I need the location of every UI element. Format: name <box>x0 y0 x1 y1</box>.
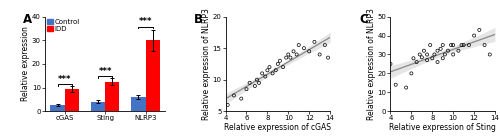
Point <box>408 72 416 75</box>
Point <box>454 50 462 52</box>
Point <box>486 53 494 56</box>
Point <box>449 44 457 46</box>
Text: C: C <box>359 13 368 26</box>
Text: ***: *** <box>98 67 112 76</box>
Text: ***: *** <box>139 17 152 26</box>
Point <box>465 44 473 46</box>
Text: ***: *** <box>58 75 71 84</box>
Text: A: A <box>24 13 32 26</box>
Point <box>224 104 232 106</box>
Point <box>430 53 438 56</box>
Point <box>480 44 488 46</box>
Point <box>436 48 444 50</box>
Point <box>286 57 294 59</box>
X-axis label: Relative expression of Sting: Relative expression of Sting <box>390 123 496 132</box>
Point <box>426 44 434 46</box>
Point <box>324 57 332 59</box>
Point <box>279 66 287 68</box>
Bar <box>146 40 160 111</box>
Point <box>305 50 313 52</box>
Point <box>438 44 446 46</box>
Point <box>402 86 410 89</box>
Point <box>386 63 394 65</box>
Point <box>410 57 418 59</box>
Point <box>276 60 284 62</box>
Point <box>392 84 400 86</box>
Y-axis label: Relative expression of NLRP3: Relative expression of NLRP3 <box>202 8 211 120</box>
Point <box>316 53 324 56</box>
Point <box>262 75 270 78</box>
Point <box>230 94 238 97</box>
Point <box>284 53 292 56</box>
Point <box>246 82 254 84</box>
Text: B: B <box>194 13 203 26</box>
Point <box>294 44 302 46</box>
Point <box>266 66 274 68</box>
Point <box>416 53 424 56</box>
Point <box>264 69 272 71</box>
Y-axis label: Relative expression: Relative expression <box>22 27 30 101</box>
Point <box>412 61 420 63</box>
Bar <box>105 82 120 111</box>
Point <box>255 82 263 84</box>
Bar <box>132 97 145 111</box>
Point <box>476 29 484 31</box>
Point <box>470 34 478 37</box>
Point <box>274 63 282 65</box>
Point <box>449 53 457 56</box>
X-axis label: Relative expression of cGAS: Relative expression of cGAS <box>224 123 332 132</box>
Point <box>268 72 276 75</box>
Bar <box>91 102 105 111</box>
Point <box>258 72 266 75</box>
Point <box>290 50 298 52</box>
Point <box>310 41 318 43</box>
Bar <box>50 105 64 111</box>
Point <box>434 61 442 63</box>
Point <box>253 79 261 81</box>
Point <box>438 57 446 59</box>
Point <box>441 53 449 56</box>
Point <box>444 50 452 52</box>
Y-axis label: Relative expression of NLRP3: Relative expression of NLRP3 <box>367 8 376 120</box>
Point <box>458 44 466 46</box>
Bar <box>64 89 79 111</box>
Point <box>420 50 428 52</box>
Point <box>292 53 300 56</box>
Point <box>447 44 455 46</box>
Point <box>238 97 246 100</box>
Point <box>321 44 329 46</box>
Point <box>282 57 290 59</box>
Point <box>460 44 468 46</box>
Point <box>418 56 426 58</box>
Point <box>434 50 442 52</box>
Legend: Control, IDD: Control, IDD <box>46 18 80 33</box>
Point <box>242 88 250 90</box>
Point <box>428 57 436 59</box>
Point <box>272 69 280 71</box>
Point <box>423 53 431 56</box>
Point <box>300 47 308 49</box>
Point <box>423 59 431 61</box>
Point <box>251 85 259 87</box>
